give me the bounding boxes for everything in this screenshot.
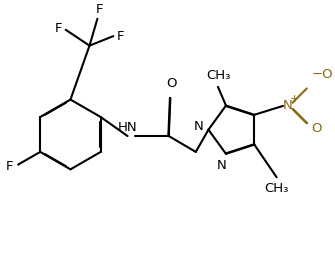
Text: N: N (194, 120, 204, 133)
Text: O: O (312, 122, 322, 135)
Text: F: F (55, 22, 63, 35)
Text: CH₃: CH₃ (206, 69, 230, 82)
Text: +: + (290, 94, 299, 104)
Text: F: F (117, 30, 124, 43)
Text: −O: −O (312, 68, 333, 80)
Text: CH₃: CH₃ (264, 182, 289, 195)
Text: HN: HN (118, 122, 137, 134)
Text: O: O (167, 77, 177, 90)
Text: F: F (95, 2, 103, 15)
Text: F: F (6, 160, 13, 173)
Text: N: N (216, 158, 226, 172)
Text: N: N (283, 99, 292, 112)
